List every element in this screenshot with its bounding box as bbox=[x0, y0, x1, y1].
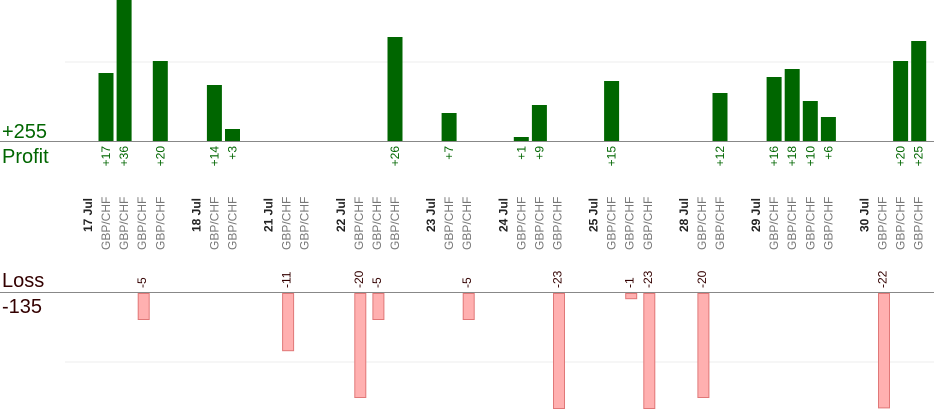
profit-value-label: +9 bbox=[532, 146, 546, 160]
date-label: 30 Jul bbox=[858, 198, 872, 232]
profit-value-label: +14 bbox=[207, 146, 221, 167]
pair-label: GBP/CHF bbox=[280, 197, 294, 250]
pair-label: GBP/CHF bbox=[442, 197, 456, 250]
pair-label: GBP/CHF bbox=[803, 197, 817, 250]
profit-bar bbox=[712, 93, 728, 141]
pair-label: GBP/CHF bbox=[117, 197, 131, 250]
pair-label: GBP/CHF bbox=[876, 197, 890, 250]
loss-bar bbox=[643, 293, 656, 409]
pair-label: GBP/CHF bbox=[912, 197, 926, 250]
profit-bar bbox=[911, 41, 927, 141]
pair-label: GBP/CHF bbox=[821, 197, 835, 250]
profit-value-label: +12 bbox=[713, 146, 727, 167]
loss-value-label: -23 bbox=[551, 270, 565, 288]
loss-value-label: -20 bbox=[695, 270, 709, 288]
date-label: 17 Jul bbox=[81, 198, 95, 232]
bars-layer bbox=[98, 0, 927, 409]
pair-label: GBP/CHF bbox=[713, 197, 727, 250]
date-label: 24 Jul bbox=[496, 198, 510, 232]
loss-value-label: -20 bbox=[352, 270, 366, 288]
loss-bar bbox=[354, 293, 367, 398]
pair-label: GBP/CHF bbox=[551, 197, 565, 250]
pair-label: GBP/CHF bbox=[460, 197, 474, 250]
profit-bar bbox=[387, 37, 403, 141]
loss-bar bbox=[372, 293, 385, 320]
loss-bar bbox=[625, 293, 638, 300]
profit-value-label: +36 bbox=[117, 146, 131, 167]
pair-label: GBP/CHF bbox=[298, 197, 312, 250]
pair-label: GBP/CHF bbox=[894, 197, 908, 250]
profit-value-label: +25 bbox=[912, 146, 926, 167]
loss-bar bbox=[697, 293, 710, 398]
profit-bar bbox=[893, 61, 909, 141]
profit-bar bbox=[802, 101, 818, 141]
profit-value-label: +10 bbox=[803, 146, 817, 167]
profit-value-label: +6 bbox=[821, 146, 835, 160]
pair-label: GBP/CHF bbox=[207, 197, 221, 250]
loss-bar bbox=[462, 293, 475, 320]
loss-value-label: -5 bbox=[370, 277, 384, 288]
profit-value-label: +1 bbox=[514, 146, 528, 160]
profit-value-label: +7 bbox=[442, 146, 456, 160]
profit-bar bbox=[513, 137, 529, 141]
pair-label: GBP/CHF bbox=[695, 197, 709, 250]
pair-label: GBP/CHF bbox=[226, 197, 240, 250]
pair-label: GBP/CHF bbox=[153, 197, 167, 250]
profit-value-label: +18 bbox=[785, 146, 799, 167]
profit-bar bbox=[531, 105, 547, 141]
pair-label: GBP/CHF bbox=[532, 197, 546, 250]
profit-bar bbox=[441, 113, 457, 141]
profit-bar bbox=[98, 73, 114, 141]
profit-bar bbox=[116, 0, 132, 141]
pair-label: GBP/CHF bbox=[135, 197, 149, 250]
profit-bar bbox=[225, 129, 240, 141]
loss-label: Loss bbox=[2, 270, 44, 292]
profit-bar bbox=[766, 77, 782, 141]
profit-value-label: +16 bbox=[767, 146, 781, 167]
pair-label: GBP/CHF bbox=[514, 197, 528, 250]
pair-label: GBP/CHF bbox=[370, 197, 384, 250]
pair-label: GBP/CHF bbox=[605, 197, 619, 250]
profit-value-label: +20 bbox=[894, 146, 908, 167]
pair-label: GBP/CHF bbox=[785, 197, 799, 250]
loss-value-label: -22 bbox=[876, 270, 890, 288]
pair-label: GBP/CHF bbox=[388, 197, 402, 250]
loss-bar bbox=[137, 293, 150, 320]
labels-layer: 17 Jul GBP/CHF +17 GBP/CHF +36 GBP/CHF -5 GBP/C… bbox=[81, 146, 926, 288]
profit-total: +255 bbox=[2, 121, 47, 143]
date-label: 18 Jul bbox=[189, 198, 203, 232]
profit-bar bbox=[604, 81, 620, 141]
date-label: 22 Jul bbox=[334, 198, 348, 232]
profit-value-label: +3 bbox=[226, 146, 240, 160]
loss-value-label: -5 bbox=[135, 277, 149, 288]
pair-label: GBP/CHF bbox=[352, 197, 366, 250]
profit-value-label: +15 bbox=[605, 146, 619, 167]
pair-label: GBP/CHF bbox=[623, 197, 637, 250]
pair-label: GBP/CHF bbox=[767, 197, 781, 250]
profit-bar bbox=[152, 61, 168, 141]
loss-value-label: -11 bbox=[280, 271, 294, 288]
loss-bar bbox=[282, 293, 295, 352]
loss-value-label: -23 bbox=[641, 270, 655, 288]
loss-bar bbox=[553, 293, 565, 409]
profit-value-label: +20 bbox=[153, 146, 167, 167]
profit-bar bbox=[820, 117, 836, 141]
loss-value-label: -1 bbox=[623, 277, 637, 288]
loss-bar bbox=[878, 293, 890, 409]
profit-bar bbox=[206, 85, 222, 141]
date-label: 25 Jul bbox=[587, 198, 601, 232]
date-label: 28 Jul bbox=[677, 198, 691, 232]
profit-value-label: +26 bbox=[388, 146, 402, 167]
profit-bar bbox=[784, 69, 800, 141]
profit-value-label: +17 bbox=[99, 146, 113, 167]
pair-label: GBP/CHF bbox=[641, 197, 655, 250]
date-label: 29 Jul bbox=[749, 198, 763, 232]
pair-label: GBP/CHF bbox=[99, 197, 113, 250]
date-label: 23 Jul bbox=[424, 198, 438, 232]
loss-value-label: -5 bbox=[460, 277, 474, 288]
date-label: 21 Jul bbox=[262, 198, 276, 232]
loss-total: -135 bbox=[2, 296, 42, 318]
profit-label: Profit bbox=[2, 146, 49, 168]
